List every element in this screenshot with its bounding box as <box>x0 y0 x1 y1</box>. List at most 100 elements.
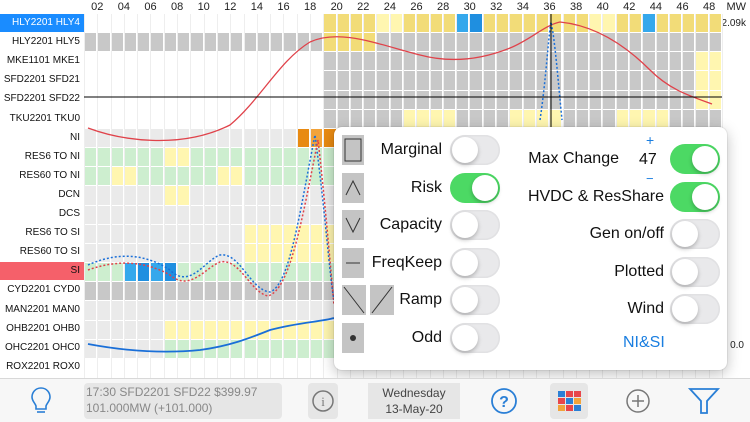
heatmap-cell[interactable] <box>243 320 256 339</box>
heatmap-cell[interactable] <box>203 205 216 224</box>
heatmap-cell[interactable] <box>216 186 230 205</box>
heatmap-cell[interactable] <box>482 33 496 52</box>
row-label[interactable]: OHC2201 OHC0 <box>4 341 80 353</box>
heatmap-cell[interactable] <box>150 243 163 263</box>
heatmap-cell[interactable] <box>216 205 230 224</box>
heatmap-cell[interactable] <box>230 167 243 186</box>
heatmap-cell[interactable] <box>123 205 137 224</box>
heatmap-cell[interactable] <box>150 339 163 358</box>
heatmap-cell[interactable] <box>137 148 150 167</box>
heatmap-cell[interactable] <box>296 167 309 186</box>
heatmap-cell[interactable] <box>389 52 402 71</box>
row-label[interactable]: RES6 TO SI <box>25 227 80 239</box>
heatmap-cell[interactable] <box>575 33 589 52</box>
heatmap-cell[interactable] <box>150 167 163 186</box>
heatmap-cell[interactable] <box>376 109 389 128</box>
heatmap-cell[interactable] <box>389 71 402 90</box>
heatmap-cell[interactable] <box>442 14 456 33</box>
heatmap-cell[interactable] <box>628 14 642 33</box>
heatmap-cell[interactable] <box>110 243 123 263</box>
heatmap-cell[interactable] <box>270 339 283 358</box>
heatmap-cell[interactable] <box>456 14 469 33</box>
heatmap-cell[interactable] <box>496 14 509 33</box>
heatmap-cell[interactable] <box>163 263 177 282</box>
heatmap-cell[interactable] <box>177 205 190 224</box>
heatmap-cell[interactable] <box>163 282 177 301</box>
heatmap-cell[interactable] <box>163 301 177 320</box>
heatmap-cell[interactable] <box>589 33 602 52</box>
heatmap-cell[interactable] <box>509 90 522 109</box>
heatmap-cell[interactable] <box>456 71 469 90</box>
heatmap-cell[interactable] <box>230 282 243 301</box>
heatmap-cell[interactable] <box>230 128 243 148</box>
heatmap-cell[interactable] <box>602 52 615 71</box>
heatmap-cell[interactable] <box>123 282 137 301</box>
heatmap-cell[interactable] <box>562 14 575 33</box>
heatmap-cell[interactable] <box>190 33 203 52</box>
heatmap-cell[interactable] <box>429 109 442 128</box>
heatmap-cell[interactable] <box>283 301 296 320</box>
heatmap-cell[interactable] <box>150 282 163 301</box>
heatmap-cell[interactable] <box>270 320 283 339</box>
heatmap-cell[interactable] <box>403 109 416 128</box>
heatmap-cell[interactable] <box>349 71 363 90</box>
heatmap-cell[interactable] <box>682 14 695 33</box>
heatmap-cell[interactable] <box>256 205 270 224</box>
heatmap-cell[interactable] <box>123 148 137 167</box>
heatmap-cell[interactable] <box>230 243 243 263</box>
heatmap-cell[interactable] <box>522 71 535 90</box>
heatmap-cell[interactable] <box>309 263 323 282</box>
heatmap-cell[interactable] <box>163 224 177 243</box>
heatmap-cell[interactable] <box>309 282 323 301</box>
heatmap-cell[interactable] <box>243 148 256 167</box>
heatmap-cell[interactable] <box>216 339 230 358</box>
heatmap-cell[interactable] <box>655 90 668 109</box>
heatmap-cell[interactable] <box>84 243 97 263</box>
heatmap-cell[interactable] <box>496 71 509 90</box>
heatmap-cell[interactable] <box>177 263 190 282</box>
heatmap-cell[interactable] <box>469 109 482 128</box>
heatmap-cell[interactable] <box>203 301 216 320</box>
heatmap-cell[interactable] <box>256 128 270 148</box>
heatmap-cell[interactable] <box>309 243 323 263</box>
heatmap-cell[interactable] <box>97 263 110 282</box>
heatmap-cell[interactable] <box>216 33 230 52</box>
heatmap-cell[interactable] <box>283 224 296 243</box>
heatmap-cell[interactable] <box>190 282 203 301</box>
heatmap-cell[interactable] <box>403 52 416 71</box>
heatmap-cell[interactable] <box>150 205 163 224</box>
heatmap-cell[interactable] <box>150 224 163 243</box>
heatmap-cell[interactable] <box>177 128 190 148</box>
heatmap-cell[interactable] <box>230 263 243 282</box>
heatmap-cell[interactable] <box>562 109 575 128</box>
heatmap-cell[interactable] <box>615 52 628 71</box>
heatmap-cell[interactable] <box>363 33 376 52</box>
heatmap-cell[interactable] <box>668 90 682 109</box>
heatmap-cell[interactable] <box>256 320 270 339</box>
heatmap-cell[interactable] <box>416 52 429 71</box>
heatmap-cell[interactable] <box>336 90 349 109</box>
heatmap-cell[interactable] <box>323 14 336 33</box>
row-label[interactable]: CYD2201 CYD0 <box>7 284 80 296</box>
heatmap-cell[interactable] <box>309 148 323 167</box>
heatmap-cell[interactable] <box>496 52 509 71</box>
heatmap-cell[interactable] <box>389 33 402 52</box>
row-label[interactable]: DCS <box>58 208 80 219</box>
heatmap-cell[interactable] <box>190 243 203 263</box>
heatmap-cell[interactable] <box>708 71 721 90</box>
heatmap-cell[interactable] <box>97 186 110 205</box>
heatmap-cell[interactable] <box>695 71 708 90</box>
heatmap-cell[interactable] <box>416 14 429 33</box>
toggle-switch[interactable] <box>450 172 500 203</box>
heatmap-cell[interactable] <box>695 90 708 109</box>
heatmap-cell[interactable] <box>270 148 283 167</box>
heatmap-cell[interactable] <box>123 243 137 263</box>
heatmap-cell[interactable] <box>429 33 442 52</box>
heatmap-cell[interactable] <box>283 186 296 205</box>
heatmap-cell[interactable] <box>110 186 123 205</box>
heatmap-cell[interactable] <box>283 167 296 186</box>
heatmap-cell[interactable] <box>283 33 296 52</box>
heatmap-cell[interactable] <box>429 52 442 71</box>
heatmap-cell[interactable] <box>628 52 642 71</box>
heatmap-cell[interactable] <box>509 109 522 128</box>
